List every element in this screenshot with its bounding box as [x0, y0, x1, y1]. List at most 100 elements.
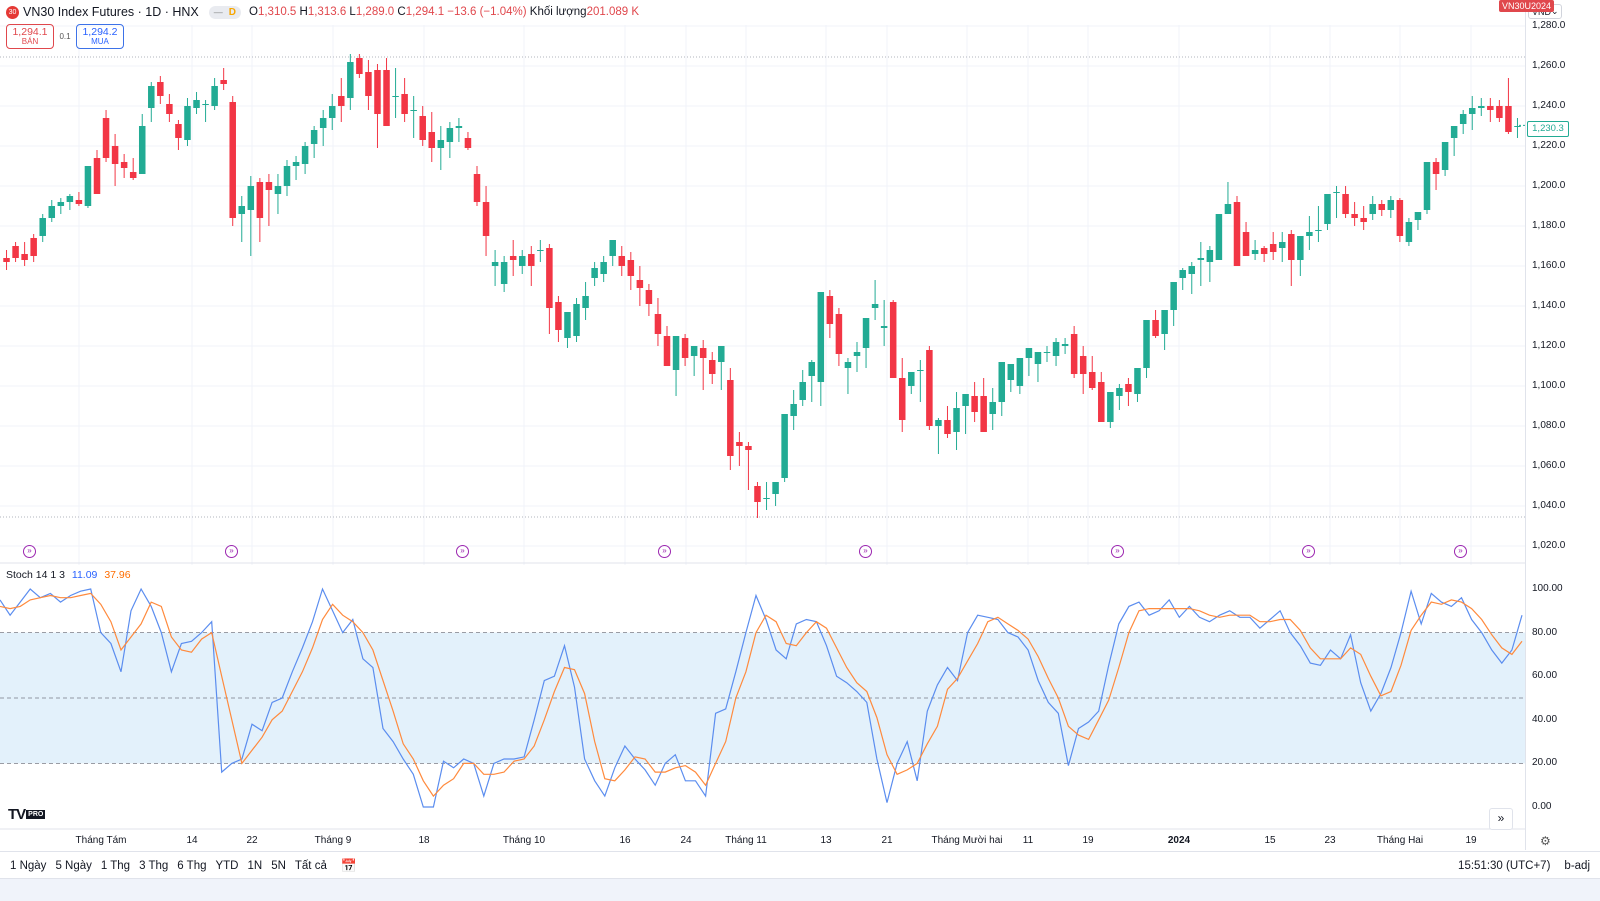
candle-body	[392, 96, 399, 97]
candle-body	[265, 182, 273, 190]
range-button[interactable]: 1 Thg	[100, 859, 131, 872]
price-chart[interactable]	[0, 0, 1525, 565]
price-tick-label: 1,020.0	[1532, 540, 1566, 551]
candle-body	[1233, 202, 1241, 266]
dividend-event-icon[interactable]: »	[1111, 545, 1124, 558]
candle-body	[509, 256, 517, 260]
candle-body	[12, 246, 19, 258]
candle-body	[763, 498, 770, 499]
candle-body	[1432, 162, 1440, 174]
dividend-event-icon[interactable]: »	[859, 545, 872, 558]
candle-body	[636, 280, 644, 288]
candle-body	[84, 166, 92, 206]
candle-body	[437, 140, 445, 148]
range-button[interactable]: 6 Thg	[177, 859, 207, 872]
candle-body	[808, 362, 816, 376]
candle-body	[1260, 248, 1268, 254]
dividend-event-icon[interactable]: »	[1454, 545, 1467, 558]
dividend-event-icon[interactable]: »	[456, 545, 469, 558]
buy-button[interactable]: 1,294.2 MUA	[76, 24, 124, 49]
open-value: 1,310.5	[257, 6, 297, 18]
volume-value: 201.089 K	[586, 6, 640, 18]
dividend-event-icon[interactable]: »	[1302, 545, 1315, 558]
dividend-event-icon[interactable]: »	[658, 545, 671, 558]
stoch-legend[interactable]: Stoch 14 1 3 11.09 37.96	[6, 569, 131, 581]
range-button[interactable]: Tất cả	[294, 859, 327, 872]
range-button[interactable]: YTD	[215, 859, 239, 872]
candle-body	[138, 126, 146, 174]
stoch-tick-label: 60.00	[1532, 670, 1558, 682]
time-tick-label: 13	[820, 835, 832, 846]
time-tick-label: Tháng 11	[725, 835, 767, 846]
candle-body	[1016, 358, 1024, 386]
range-button[interactable]: 3 Thg	[139, 859, 169, 872]
interval-pill[interactable]: — D	[208, 5, 241, 19]
stoch-d-line	[0, 592, 1523, 798]
candle-body	[727, 380, 734, 456]
price-tick-label: 1,080.0	[1532, 420, 1566, 431]
candle-body	[21, 254, 28, 260]
time-tick-label: 23	[1324, 835, 1336, 846]
time-tick-label: Tháng Mười hai	[931, 835, 1003, 846]
price-axis[interactable]	[1525, 0, 1600, 850]
candle-body	[853, 352, 861, 356]
calendar-icon[interactable]: 📅	[340, 857, 358, 873]
candle-body	[1152, 320, 1159, 336]
candle-body	[1414, 212, 1422, 220]
candle-body	[1242, 232, 1250, 256]
symbol-title[interactable]: VN30 Index Futures · 1D · HNX	[23, 5, 199, 19]
candle-body	[102, 118, 110, 158]
candle-body	[1441, 142, 1449, 170]
price-tick-label: 1,040.0	[1532, 500, 1566, 511]
clock-time[interactable]: 15:51:30 (UTC+7)	[1458, 859, 1551, 872]
footer-strip	[0, 878, 1600, 901]
price-tick-label: 1,120.0	[1532, 340, 1566, 351]
candle-body	[1468, 108, 1476, 114]
candle-body	[1070, 334, 1078, 374]
adjustment-toggle[interactable]: b-adj	[1564, 859, 1590, 872]
dividend-event-icon[interactable]: »	[225, 545, 238, 558]
candle-body	[989, 402, 996, 414]
stoch-tick-label: 100.00	[1532, 583, 1563, 594]
candle-body	[971, 396, 978, 412]
price-tick-label: 1,220.0	[1532, 140, 1566, 151]
candle-body	[555, 302, 562, 330]
candle-body	[573, 304, 580, 336]
candle-body	[111, 146, 119, 164]
ticker-badge: VN30U2024	[1498, 0, 1554, 12]
last-price-badge: 1,230.3	[1527, 121, 1569, 137]
tradingview-logo[interactable]: TV PRO	[8, 806, 46, 823]
candle-body	[591, 268, 598, 278]
candle-body	[736, 442, 743, 446]
candle-body	[935, 420, 942, 426]
candle-body	[129, 172, 137, 178]
candle-body	[754, 486, 761, 502]
range-button[interactable]: 5N	[271, 859, 286, 872]
candle-body	[1369, 204, 1376, 214]
sell-button[interactable]: 1,294.1 BÁN	[6, 24, 54, 49]
candle-body	[274, 186, 282, 194]
candle-body	[211, 86, 218, 106]
candle-body	[383, 70, 390, 126]
range-button[interactable]: 1N	[247, 859, 263, 872]
candle-body	[1061, 344, 1069, 346]
time-tick-label: 15	[1264, 835, 1276, 846]
candle-body	[365, 72, 372, 96]
candle-body	[1487, 106, 1494, 110]
range-button[interactable]: 1 Ngày	[10, 859, 47, 872]
trade-panel: 1,294.1 BÁN 0.1 1,294.2 MUA	[6, 24, 124, 49]
candle-body	[663, 336, 671, 366]
scroll-to-realtime-button[interactable]: »	[1489, 808, 1513, 830]
candle-body	[419, 116, 426, 140]
volume-label: Khối lượng	[529, 6, 587, 18]
candle-body	[319, 118, 327, 128]
candle-body	[654, 314, 662, 334]
high-value: 1,313.6	[307, 6, 347, 18]
candle-body	[564, 312, 571, 338]
dividend-event-icon[interactable]: »	[23, 545, 36, 558]
candle-body	[292, 162, 300, 166]
settings-gear-icon[interactable]: ⚙	[1540, 834, 1551, 848]
range-button[interactable]: 5 Ngày	[55, 859, 92, 872]
candle-body	[229, 102, 236, 218]
candle-body	[283, 166, 291, 186]
